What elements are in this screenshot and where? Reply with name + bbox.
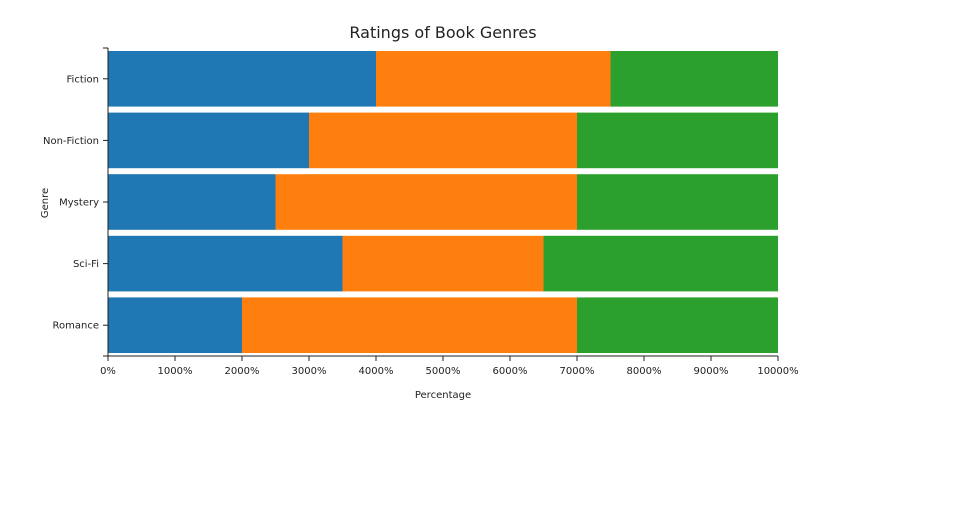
bar-mystery-segment-3 <box>577 174 778 230</box>
x-tick-label-0: 0% <box>100 366 116 377</box>
bar-romance-segment-1 <box>108 297 242 353</box>
x-tick-label-6000: 6000% <box>493 366 528 377</box>
x-tick-label-2000: 2000% <box>225 366 260 377</box>
x-tick-label-10000: 10000% <box>757 366 798 377</box>
bar-mystery-segment-1 <box>108 174 276 230</box>
bar-non-fiction-segment-2 <box>309 112 577 169</box>
x-axis: 0% 1000% 2000% 3000% 4000% 5000% 6000% 7000% 800… <box>100 355 799 377</box>
bar-sci-fi-segment-2 <box>342 235 544 292</box>
bar-fiction-segment-3 <box>610 51 778 107</box>
y-axis-title: Genre <box>40 188 51 218</box>
y-tick-label-romance: Romance <box>53 321 99 332</box>
x-tick-label-3000: 3000% <box>292 366 327 377</box>
bar-romance-segment-3 <box>577 297 778 353</box>
x-tick-label-9000: 9000% <box>694 366 729 377</box>
bar-sci-fi-segment-1 <box>108 235 343 292</box>
bar-fiction-segment-2 <box>376 51 611 107</box>
bar-sci-fi-segment-3 <box>543 235 778 292</box>
bar-fiction-segment-1 <box>108 51 376 107</box>
y-tick-label-mystery: Mystery <box>59 198 99 209</box>
x-axis-title: Percentage <box>415 390 471 401</box>
y-tick-label-sci-fi: Sci-Fi <box>73 259 99 270</box>
x-tick-label-1000: 1000% <box>158 366 193 377</box>
x-tick-label-7000: 7000% <box>560 366 595 377</box>
bar-romance-segment-2 <box>242 297 577 353</box>
y-axis: Fiction Non-Fiction Mystery Sci-Fi Romance <box>43 47 109 357</box>
y-tick-label-non-fiction: Non-Fiction <box>43 136 99 147</box>
bar-mystery-segment-2 <box>275 174 577 230</box>
x-tick-label-8000: 8000% <box>627 366 662 377</box>
y-tick-label-fiction: Fiction <box>67 74 99 85</box>
chart-title: Ratings of Book Genres <box>349 23 536 42</box>
bars-group <box>108 51 778 353</box>
bar-non-fiction-segment-3 <box>577 112 778 169</box>
bar-non-fiction-segment-1 <box>108 112 309 169</box>
x-tick-label-5000: 5000% <box>426 366 461 377</box>
x-tick-label-4000: 4000% <box>359 366 394 377</box>
